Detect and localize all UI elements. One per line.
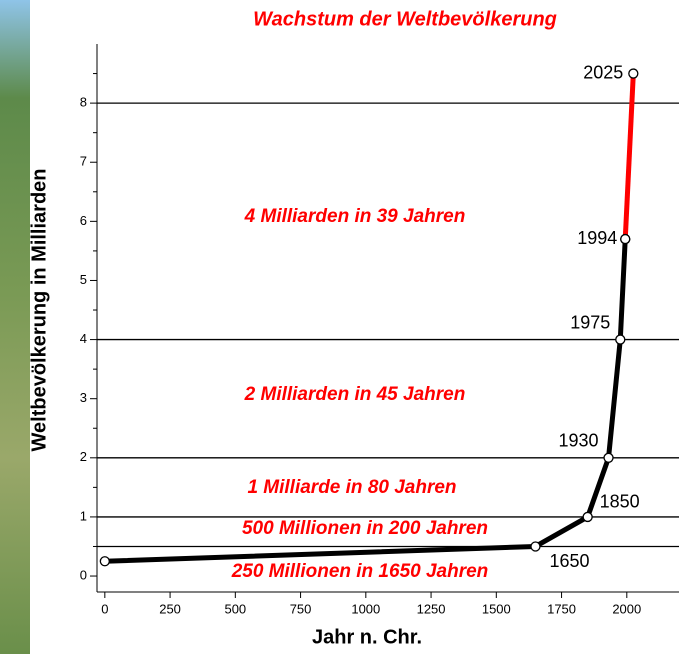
x-axis-label: Jahr n. Chr. [312, 626, 422, 648]
point-label: 2025 [583, 62, 623, 82]
y-tick-label: 0 [80, 567, 87, 582]
point-marker [629, 69, 638, 78]
annotation: 250 Millionen in 1650 Jahren [231, 561, 489, 582]
y-tick-label: 6 [80, 213, 87, 228]
annotation: 4 Milliarden in 39 Jahren [244, 206, 466, 227]
x-tick-label: 500 [224, 601, 246, 616]
annotation: 1 Milliarde in 80 Jahren [247, 477, 456, 498]
x-tick-label: 1250 [417, 601, 446, 616]
x-tick-label: 0 [101, 601, 108, 616]
annotation: 500 Millionen in 200 Jahren [242, 518, 488, 539]
y-tick-label: 5 [80, 272, 87, 287]
y-tick-label: 7 [80, 154, 87, 169]
point-marker [531, 542, 540, 551]
x-tick-label: 250 [159, 601, 181, 616]
y-tick-label: 1 [80, 508, 87, 523]
background-photo [0, 0, 30, 654]
point-marker [621, 235, 630, 244]
line [625, 74, 633, 240]
x-tick-label: 2000 [612, 601, 641, 616]
point-marker [583, 512, 592, 521]
y-tick-label: 4 [80, 331, 87, 346]
chart: Wachstum der Weltbevölkerung Jahr n. Chr… [0, 0, 679, 654]
point-label: 1930 [558, 431, 598, 451]
point-marker [100, 557, 109, 566]
x-tick-label: 750 [290, 601, 312, 616]
x-tick-label: 1500 [482, 601, 511, 616]
y-tick-label: 8 [80, 95, 87, 110]
annotation: 2 Milliarden in 45 Jahren [244, 384, 466, 405]
y-tick-label: 3 [80, 390, 87, 405]
chart-title: Wachstum der Weltbevölkerung [253, 8, 557, 30]
y-tick-label: 2 [80, 449, 87, 464]
point-label: 1975 [570, 312, 610, 332]
x-tick-label: 1000 [351, 601, 380, 616]
point-marker [604, 453, 613, 462]
y-axis-label: Weltbevölkerung in Milliarden [28, 168, 50, 451]
point-label: 1850 [600, 492, 640, 512]
point-label: 1650 [549, 551, 589, 571]
x-tick-label: 1750 [547, 601, 576, 616]
point-marker [616, 335, 625, 344]
point-label: 1994 [577, 228, 617, 248]
